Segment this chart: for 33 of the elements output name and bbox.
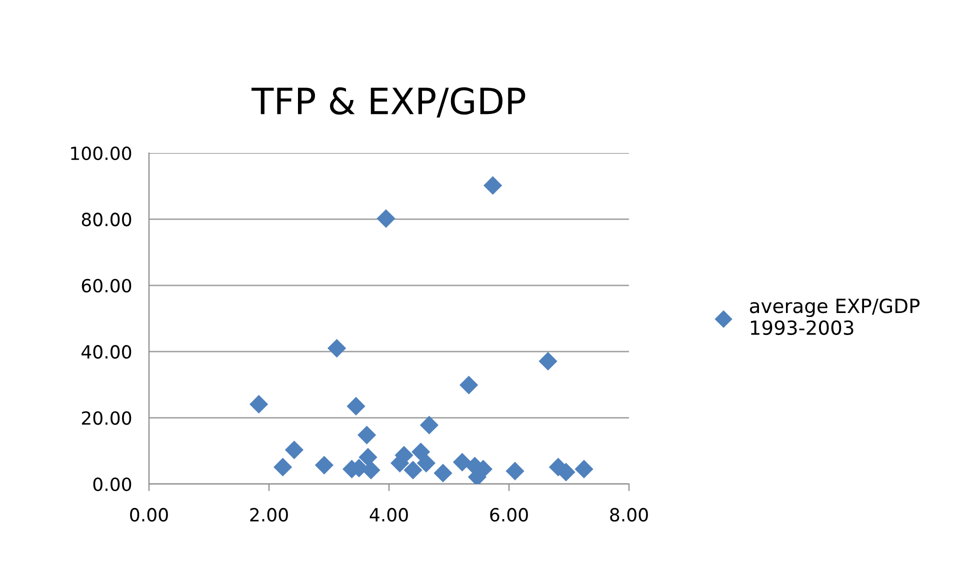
y-tick-label: 100.00	[71, 146, 132, 160]
point	[452, 452, 472, 472]
point	[284, 440, 304, 460]
point	[404, 460, 422, 480]
y-tick-label: 60.00	[82, 278, 132, 293]
x-tick-label: 4.00	[370, 508, 408, 522]
point	[249, 394, 268, 414]
x-tick-label: 0.00	[130, 508, 168, 522]
point	[357, 426, 376, 444]
x-tick-label: 2.00	[250, 508, 288, 522]
point	[346, 396, 366, 416]
point	[434, 464, 452, 482]
y-tick-label: 20.00	[82, 411, 132, 425]
point	[273, 458, 292, 476]
point	[574, 460, 594, 478]
point	[416, 454, 436, 472]
point	[459, 376, 478, 394]
point	[420, 416, 439, 434]
x-tick-label: 6.00	[490, 508, 528, 522]
point	[483, 176, 502, 195]
point	[327, 338, 346, 358]
point	[358, 448, 378, 467]
x-tick-label: 8.00	[610, 508, 648, 522]
point	[314, 456, 334, 474]
point	[376, 209, 396, 228]
point	[538, 352, 558, 371]
y-tick-label: 40.00	[82, 345, 132, 359]
legend-label: average EXP/GDP 1993-2003	[750, 298, 920, 336]
y-tick-label: 0.00	[93, 477, 132, 492]
y-tick-label: 80.00	[82, 212, 132, 226]
chart-title: TFP & EXP/GDP	[252, 87, 526, 118]
point	[506, 462, 524, 480]
point	[411, 442, 430, 462]
